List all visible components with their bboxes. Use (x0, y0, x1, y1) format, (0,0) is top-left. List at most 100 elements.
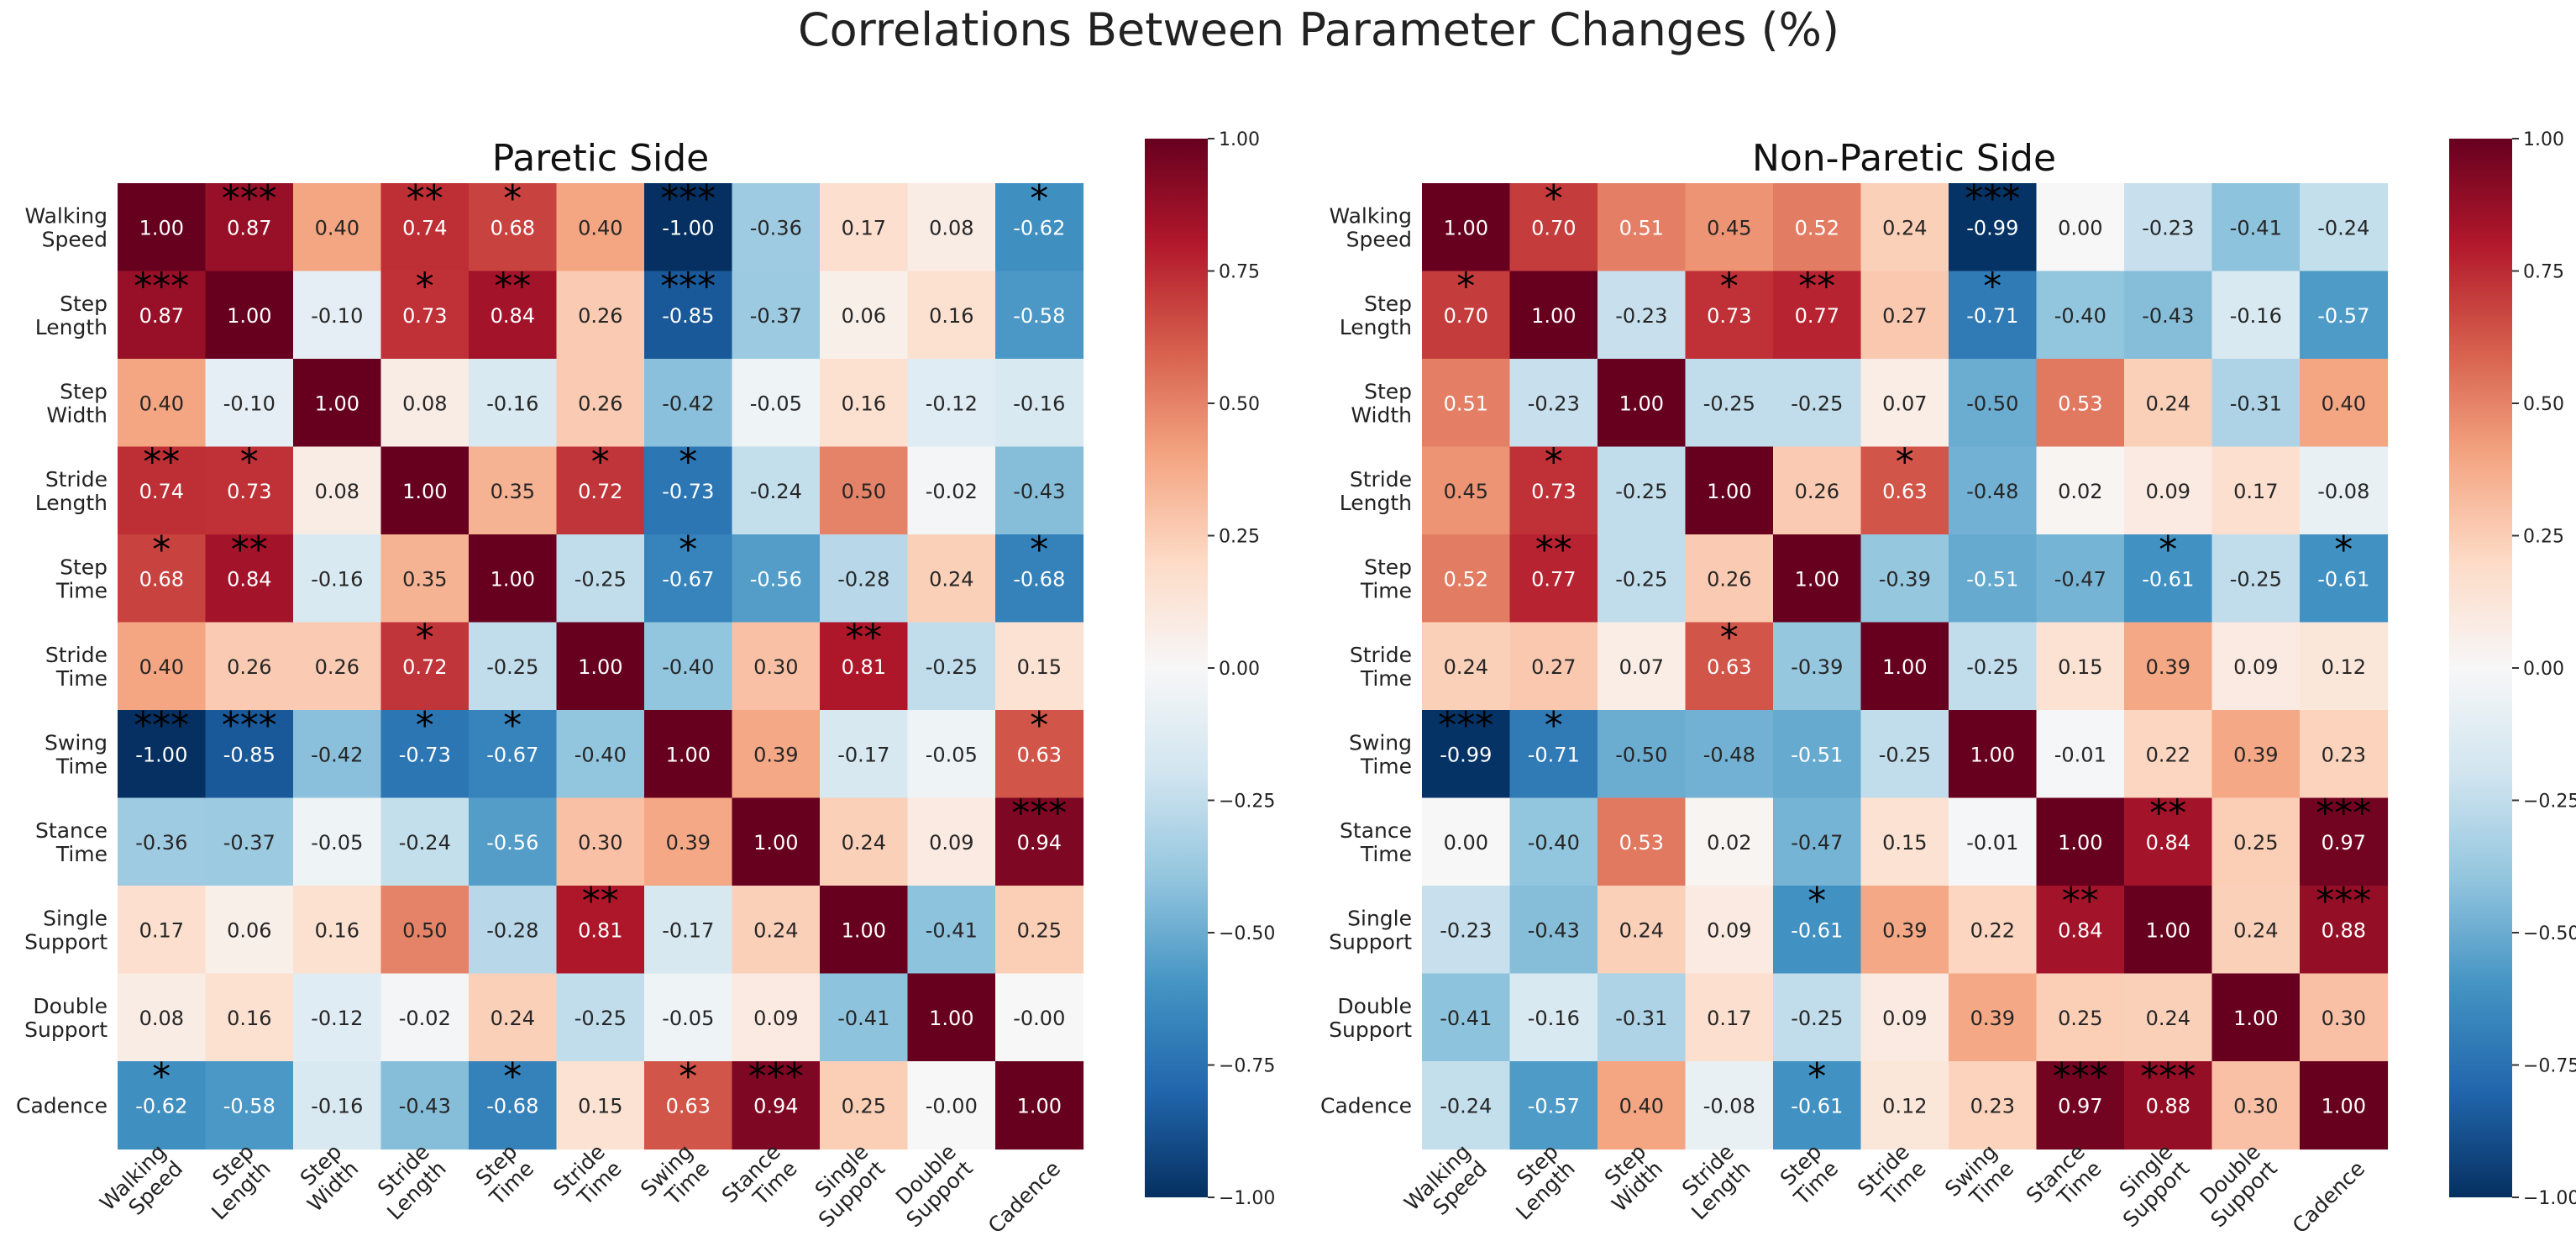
cell-value-label: 1.00 (929, 1007, 973, 1030)
heatmap-cell (1509, 973, 1598, 1062)
significance-stars: *** (660, 266, 716, 308)
colorbar-tick-label: 1.00 (1219, 129, 1260, 150)
colorbar-tick-label: −0.50 (2523, 923, 2576, 944)
cell-value-label: 1.00 (1882, 655, 1927, 679)
heatmap-cell (1598, 359, 1687, 448)
cell-value-label: 0.63 (1882, 480, 1927, 503)
significance-stars: ** (582, 880, 619, 923)
cell-value-label: -0.48 (1966, 480, 2018, 503)
heatmap-cell (644, 534, 733, 623)
cell-value-label: -0.01 (1966, 831, 2018, 855)
row-label: Stance Time (35, 818, 108, 866)
colorbar-gradient (1145, 139, 1208, 1197)
cell-value-label: -0.25 (1615, 480, 1667, 503)
cell-value-label: 0.35 (402, 567, 447, 591)
cell-value-label: -0.37 (750, 304, 802, 328)
heatmap-cell (1773, 1061, 1862, 1150)
cell-value-label: 0.27 (1531, 655, 1576, 679)
cell-value-label: 0.25 (842, 1094, 886, 1118)
cell-value-label: 0.15 (2058, 655, 2102, 679)
heatmap-cell (820, 359, 909, 448)
heatmap-cell (469, 359, 558, 448)
cell-value-label: -0.24 (399, 831, 451, 855)
heatmap-cell (2124, 886, 2213, 975)
cell-value-label: -0.16 (486, 392, 538, 415)
heatmap-cell (380, 271, 470, 360)
cell-value-label: 0.63 (666, 1094, 711, 1118)
cell-value-label: 0.12 (1882, 1094, 1927, 1118)
cell-value-label: -0.40 (662, 655, 714, 679)
heatmap-cell (556, 534, 645, 623)
row-label: Stride Time (45, 643, 108, 691)
heatmap-cell (644, 797, 733, 886)
cell-value-label: -0.05 (311, 831, 363, 855)
cell-value-label: -0.12 (311, 1007, 363, 1030)
column-label: Cadence (2288, 1156, 2370, 1239)
colorbar-tick-label: −1.00 (2523, 1188, 2576, 1209)
heatmap-cell (1685, 183, 1774, 272)
cell-value-label: 0.39 (2233, 743, 2278, 766)
cell-value-label: -0.16 (1528, 1007, 1580, 1030)
cell-value-label: 0.09 (1882, 1007, 1927, 1030)
cell-value-label: -0.68 (486, 1094, 538, 1118)
heatmap-cell (2211, 973, 2301, 1062)
heatmap-cell (1422, 183, 1511, 272)
significance-stars: * (416, 266, 434, 308)
cell-value-label: 1.00 (2322, 1094, 2366, 1118)
cell-value-label: -0.61 (2317, 567, 2369, 591)
heatmap-cell (1509, 534, 1598, 623)
heatmap-cell (556, 271, 645, 360)
cell-value-label: -0.31 (1615, 1007, 1667, 1030)
colorbar-tick-label: 0.25 (1219, 527, 1260, 548)
heatmap-cell (1949, 886, 2038, 975)
heatmap-cell (2124, 446, 2213, 535)
cell-value-label: 0.39 (753, 743, 798, 766)
cell-value-label: 0.00 (2058, 216, 2102, 239)
cell-value-label: -0.01 (2054, 743, 2106, 766)
column-label: StepLength (1494, 1139, 1579, 1224)
heatmap-cell (907, 886, 996, 975)
significance-stars: * (1720, 266, 1739, 308)
heatmap-cell (2036, 534, 2125, 623)
cell-value-label: 0.70 (1444, 304, 1488, 328)
cell-value-label: -0.25 (1791, 392, 1843, 415)
heatmap-cell (205, 973, 294, 1062)
cell-value-label: 0.51 (1619, 216, 1664, 239)
cell-value-label: 1.00 (1444, 216, 1488, 239)
heatmap-cell (1860, 886, 1949, 975)
cell-value-label: 1.00 (2058, 831, 2102, 855)
cell-value-label: -0.23 (2142, 216, 2194, 239)
colorbar-tick-label: −0.25 (2523, 792, 2576, 813)
heatmap-cell (1509, 446, 1598, 535)
heatmap-cell (1422, 797, 1511, 886)
colorbar-tick-label: −0.25 (1219, 792, 1275, 813)
cell-value-label: 0.77 (1531, 567, 1576, 591)
cell-value-label: -0.05 (926, 743, 978, 766)
cell-value-label: -0.25 (486, 655, 538, 679)
cell-value-label: -0.10 (311, 304, 363, 328)
heatmap-cell (2036, 797, 2125, 886)
cell-value-label: 0.68 (139, 567, 184, 591)
significance-stars: * (503, 177, 522, 220)
heatmap-cell (2300, 710, 2389, 799)
heatmap-cell (732, 1061, 821, 1150)
heatmap-cell (1773, 886, 1862, 975)
heatmap-cell (1949, 622, 2038, 711)
significance-stars: * (1807, 880, 1826, 923)
significance-stars: * (1456, 266, 1475, 308)
significance-stars: ** (845, 617, 882, 660)
heatmap-cell (380, 183, 470, 272)
heatmap-cell (1773, 183, 1862, 272)
column-label: DoubleSupport (2190, 1139, 2282, 1232)
heatmap-cell (995, 710, 1084, 799)
column-labels: WalkingSpeed StepLength StepWidth StrideLen… (95, 1139, 1065, 1238)
column-label: DoubleSupport (885, 1139, 978, 1232)
heatmap-cell (2300, 534, 2389, 623)
significance-stars: * (679, 1055, 697, 1098)
cell-value-label: -0.85 (223, 743, 275, 766)
heatmap-cell (293, 886, 382, 975)
cell-value-label: -0.37 (223, 831, 275, 855)
cell-value-label: -0.25 (574, 1007, 627, 1030)
heatmap-cell (293, 622, 382, 711)
